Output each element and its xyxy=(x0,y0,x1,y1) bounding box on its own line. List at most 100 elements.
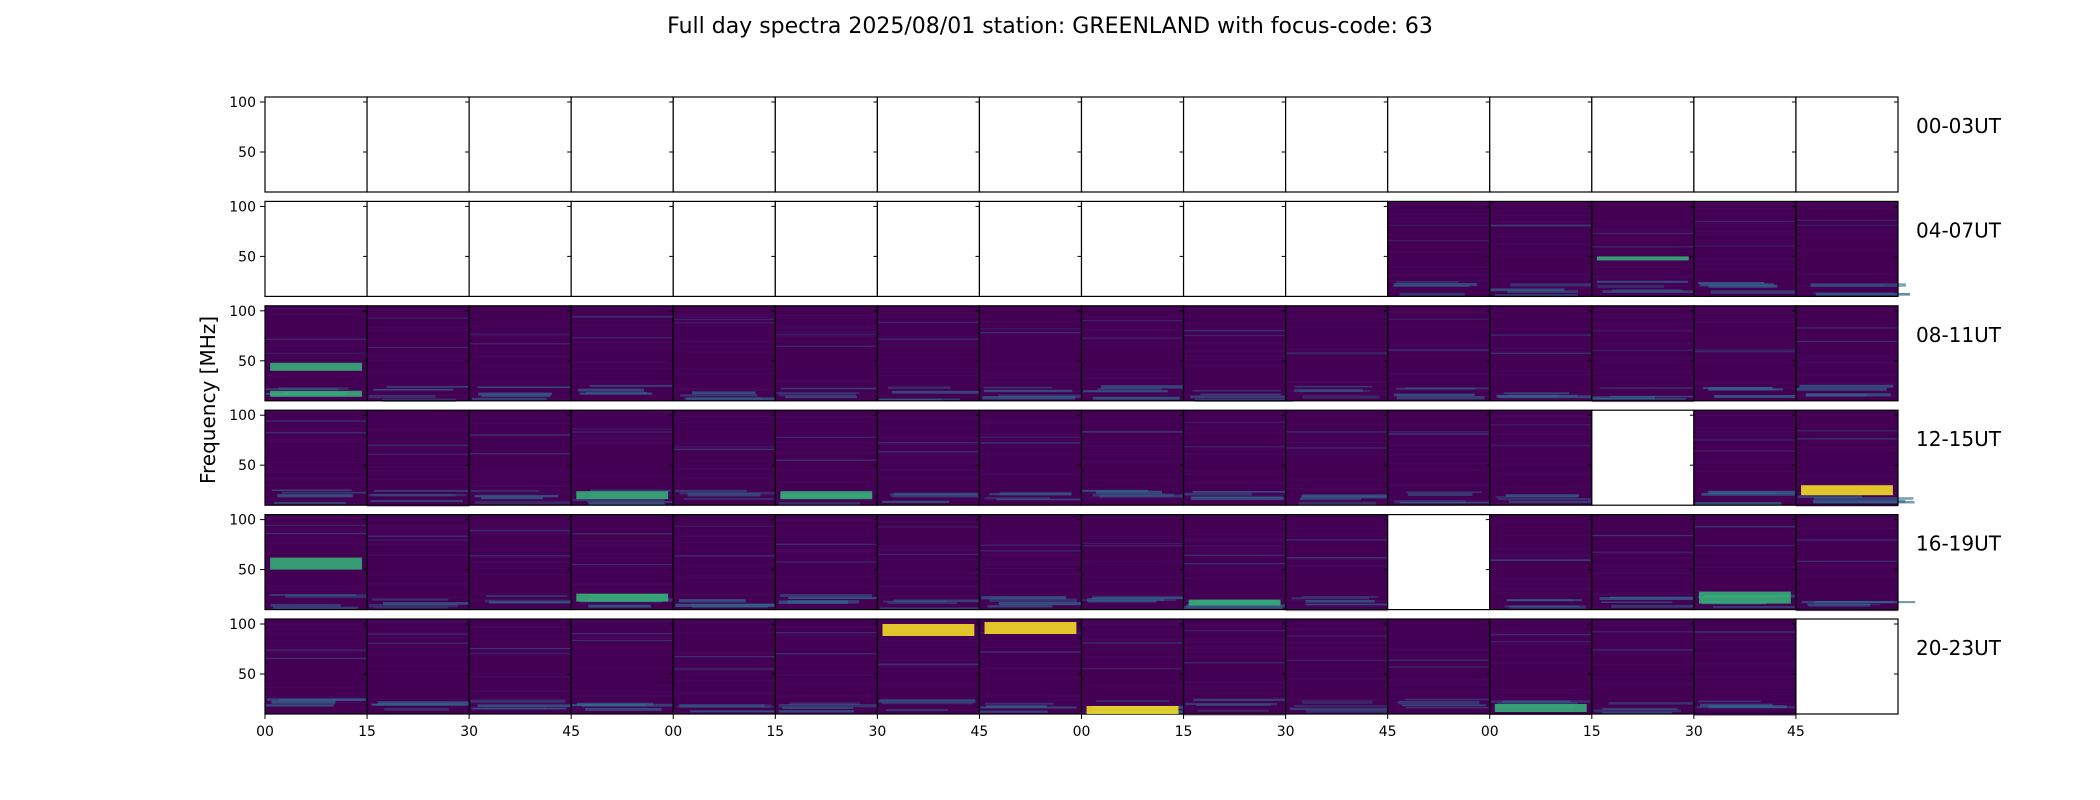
mid-line xyxy=(1795,560,1898,563)
emission-band xyxy=(882,624,975,636)
noise-line xyxy=(571,438,674,441)
row-label: 12-15UT xyxy=(1916,427,2002,451)
noise-line xyxy=(1489,582,1592,585)
noise-line xyxy=(979,376,1082,379)
emission-band xyxy=(1596,256,1689,261)
mid-line xyxy=(1285,635,1388,637)
low-band xyxy=(1503,392,1570,395)
x-tick-label: 00 xyxy=(1073,724,1091,740)
noise-line xyxy=(1183,341,1286,344)
noise-line xyxy=(1081,684,1184,687)
noise-line xyxy=(1183,470,1286,472)
noise-line xyxy=(1183,521,1286,523)
noise-line xyxy=(1795,237,1898,240)
low-band xyxy=(368,494,456,497)
noise-line xyxy=(1693,664,1796,666)
noise-line xyxy=(979,640,1082,642)
noise-line xyxy=(1081,564,1184,566)
noise-line xyxy=(1285,344,1388,347)
noise-line xyxy=(571,684,674,686)
spectrum-panel xyxy=(366,305,488,402)
low-band xyxy=(1298,501,1377,506)
mid-line xyxy=(1693,349,1796,351)
mid-line xyxy=(1081,320,1184,322)
mid-line xyxy=(979,651,1082,653)
noise-line xyxy=(1387,628,1490,630)
noise-line xyxy=(367,394,470,397)
noise-line xyxy=(469,320,572,322)
noise-line xyxy=(1183,576,1286,579)
noise-line xyxy=(469,492,572,494)
noise-line xyxy=(571,422,674,424)
low-band xyxy=(788,596,883,599)
noise-line xyxy=(265,695,368,698)
mid-line xyxy=(673,668,776,670)
low-band xyxy=(778,502,860,506)
mid-line xyxy=(1693,439,1796,441)
mid-line xyxy=(1387,666,1490,668)
noise-line xyxy=(1081,450,1184,453)
panel-background xyxy=(1081,201,1184,297)
low-band xyxy=(1812,499,1906,503)
low-band xyxy=(989,492,1072,496)
panel-background xyxy=(775,410,878,506)
mid-line xyxy=(1489,641,1592,643)
noise-line xyxy=(1693,663,1796,665)
spectrum-panel xyxy=(264,618,368,715)
low-band xyxy=(1083,390,1168,393)
noise-line xyxy=(1693,243,1796,245)
low-band xyxy=(1092,493,1174,497)
noise-line xyxy=(1081,594,1184,597)
noise-line xyxy=(1489,585,1592,588)
noise-line xyxy=(1081,480,1184,482)
noise-line xyxy=(265,516,368,518)
noise-line xyxy=(1489,522,1592,525)
noise-line xyxy=(367,469,470,472)
spectrum-panel xyxy=(1182,618,1289,716)
noise-line xyxy=(1183,624,1286,626)
x-tick-label: 45 xyxy=(971,724,989,740)
x-tick-label: 15 xyxy=(1175,724,1193,740)
noise-line xyxy=(1285,349,1388,352)
noise-line xyxy=(469,702,572,705)
noise-line xyxy=(367,370,470,373)
noise-line xyxy=(673,576,776,579)
noise-line xyxy=(1285,325,1388,328)
y-tick-label: 100 xyxy=(229,617,256,633)
low-band xyxy=(1708,284,1778,288)
noise-line xyxy=(877,469,980,472)
mid-line xyxy=(1693,450,1796,452)
noise-line xyxy=(673,522,776,524)
noise-line xyxy=(1183,647,1286,650)
noise-line xyxy=(673,425,776,428)
noise-line xyxy=(1489,697,1592,699)
noise-line xyxy=(673,333,776,336)
noise-line xyxy=(265,431,368,434)
mid-line xyxy=(1387,431,1490,433)
noise-line xyxy=(1081,632,1184,634)
noise-line xyxy=(877,395,980,398)
noise-line xyxy=(1387,698,1490,701)
noise-line xyxy=(1795,447,1898,449)
low-band xyxy=(368,603,458,608)
low-band xyxy=(588,604,651,608)
noise-line xyxy=(673,422,776,424)
mid-line xyxy=(367,539,470,541)
noise-line xyxy=(1693,684,1796,686)
noise-line xyxy=(1387,213,1490,216)
noise-line xyxy=(367,644,470,646)
noise-line xyxy=(571,442,674,445)
noise-line xyxy=(1489,692,1592,694)
low-band xyxy=(1505,494,1580,497)
noise-line xyxy=(877,709,980,712)
noise-line xyxy=(673,477,776,480)
noise-line xyxy=(367,621,470,624)
noise-line xyxy=(1183,681,1286,684)
noise-line xyxy=(367,454,470,456)
noise-line xyxy=(775,331,878,334)
noise-line xyxy=(1489,347,1592,350)
panel-background xyxy=(571,201,674,297)
panel-background xyxy=(1183,619,1286,714)
noise-line xyxy=(1795,344,1898,347)
noise-line xyxy=(877,595,980,598)
